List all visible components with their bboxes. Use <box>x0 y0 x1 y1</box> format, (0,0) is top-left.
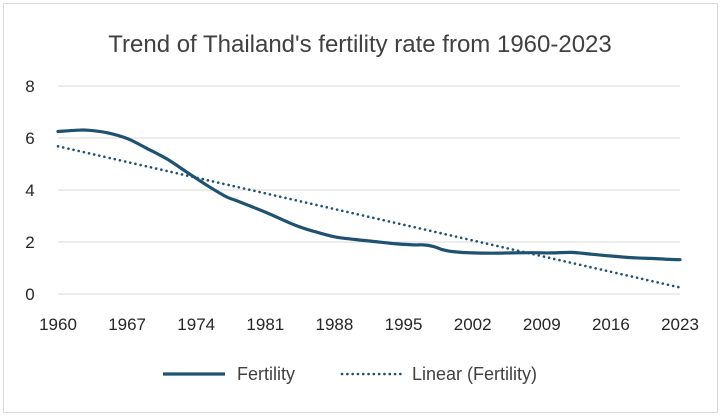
x-tick-label: 2023 <box>661 315 699 334</box>
y-tick-label: 2 <box>25 233 34 252</box>
y-tick-label: 0 <box>25 285 34 304</box>
y-axis-tick-labels: 0 2 4 6 8 <box>25 77 34 304</box>
x-axis-tick-labels: 1960 1967 1974 1981 1988 1995 2002 2009 2016 2023 <box>39 315 699 334</box>
y-tick-label: 8 <box>25 77 34 96</box>
trendline-linear-fertility <box>56 145 682 289</box>
gridlines <box>58 85 680 295</box>
x-tick-label: 1967 <box>108 315 146 334</box>
x-tick-label: 2009 <box>523 315 561 334</box>
y-tick-label: 4 <box>25 181 34 200</box>
x-tick-label: 1974 <box>177 315 215 334</box>
x-tick-label: 1995 <box>385 315 423 334</box>
legend-label-linear-fertility: Linear (Fertility) <box>412 364 537 384</box>
x-tick-label: 2016 <box>592 315 630 334</box>
chart-title: Trend of Thailand's fertility rate from … <box>108 31 612 58</box>
legend-label-fertility: Fertility <box>237 364 295 384</box>
x-tick-label: 1981 <box>246 315 284 334</box>
legend: Fertility Linear (Fertility) <box>163 364 537 384</box>
y-tick-label: 6 <box>25 129 34 148</box>
x-tick-label: 1988 <box>316 315 354 334</box>
chart-frame <box>3 3 718 413</box>
series-line-fertility <box>56 128 682 262</box>
x-tick-label: 2002 <box>454 315 492 334</box>
x-tick-label: 1960 <box>39 315 77 334</box>
series-layer <box>56 128 682 289</box>
